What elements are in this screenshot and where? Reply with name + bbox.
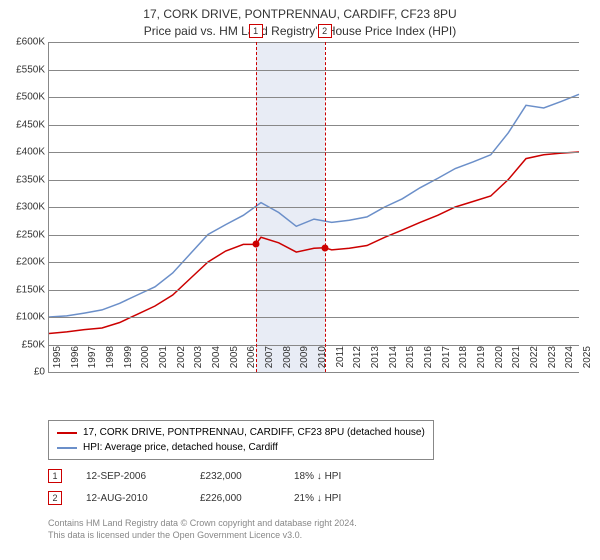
x-axis-label: 2009 — [299, 346, 310, 374]
gridline — [49, 97, 579, 98]
series-hpi — [49, 94, 579, 317]
chart-container: 17, CORK DRIVE, PONTPRENNAU, CARDIFF, CF… — [0, 0, 600, 560]
sale-marker-1: 1 — [48, 469, 62, 483]
sale-date-2: 12-AUG-2010 — [86, 493, 176, 504]
marker-dot — [321, 244, 328, 251]
gridline — [49, 262, 579, 263]
x-axis-label: 2018 — [458, 346, 469, 374]
y-axis-label: £0 — [1, 367, 45, 378]
x-axis-label: 2020 — [494, 346, 505, 374]
title-block: 17, CORK DRIVE, PONTPRENNAU, CARDIFF, CF… — [0, 0, 600, 40]
x-axis-label: 2015 — [405, 346, 416, 374]
sale-row-2: 2 12-AUG-2010 £226,000 21% ↓ HPI — [48, 487, 374, 509]
gridline — [49, 42, 579, 43]
gridline — [49, 207, 579, 208]
sale-hpi-2: 21% ↓ HPI — [294, 493, 374, 504]
gridline — [49, 152, 579, 153]
legend-item-property: 17, CORK DRIVE, PONTPRENNAU, CARDIFF, CF… — [57, 425, 425, 440]
gridline — [49, 317, 579, 318]
marker-dot — [252, 241, 259, 248]
y-axis-label: £50K — [1, 339, 45, 350]
x-axis-label: 2012 — [352, 346, 363, 374]
gridline — [49, 70, 579, 71]
x-axis-label: 2008 — [282, 346, 293, 374]
sales-table: 1 12-SEP-2006 £232,000 18% ↓ HPI 2 12-AU… — [48, 465, 374, 509]
title-subtitle: Price paid vs. HM Land Registry's House … — [0, 23, 600, 40]
y-axis-label: £500K — [1, 92, 45, 103]
x-axis-label: 2017 — [441, 346, 452, 374]
sale-price-2: £226,000 — [200, 493, 270, 504]
y-axis-label: £600K — [1, 37, 45, 48]
x-axis-label: 2003 — [193, 346, 204, 374]
gridline — [49, 290, 579, 291]
gridline — [49, 180, 579, 181]
x-axis-label: 2010 — [317, 346, 328, 374]
marker-line — [256, 42, 257, 372]
legend-swatch-hpi — [57, 447, 77, 449]
y-axis-label: £450K — [1, 119, 45, 130]
x-axis-label: 2025 — [582, 346, 593, 374]
legend: 17, CORK DRIVE, PONTPRENNAU, CARDIFF, CF… — [48, 420, 434, 460]
footnote-line2: This data is licensed under the Open Gov… — [48, 530, 357, 542]
sale-price-1: £232,000 — [200, 471, 270, 482]
legend-item-hpi: HPI: Average price, detached house, Card… — [57, 440, 425, 455]
x-axis-label: 2019 — [476, 346, 487, 374]
legend-label-hpi: HPI: Average price, detached house, Card… — [83, 440, 278, 455]
sale-row-1: 1 12-SEP-2006 £232,000 18% ↓ HPI — [48, 465, 374, 487]
x-axis-label: 2002 — [176, 346, 187, 374]
marker-box: 2 — [318, 24, 332, 38]
sale-hpi-1: 18% ↓ HPI — [294, 471, 374, 482]
gridline — [49, 235, 579, 236]
x-axis-label: 2007 — [264, 346, 275, 374]
x-axis-label: 2001 — [158, 346, 169, 374]
y-axis-label: £250K — [1, 229, 45, 240]
x-axis-label: 2021 — [511, 346, 522, 374]
y-axis-label: £100K — [1, 312, 45, 323]
y-axis-label: £150K — [1, 284, 45, 295]
x-axis-label: 2014 — [388, 346, 399, 374]
y-axis-label: £350K — [1, 174, 45, 185]
x-axis-label: 2023 — [547, 346, 558, 374]
x-axis-label: 2016 — [423, 346, 434, 374]
gridline — [49, 125, 579, 126]
x-axis-label: 1996 — [70, 346, 81, 374]
sale-date-1: 12-SEP-2006 — [86, 471, 176, 482]
chart-plot-area: £0£50K£100K£150K£200K£250K£300K£350K£400… — [48, 42, 579, 373]
x-axis-label: 2000 — [140, 346, 151, 374]
x-axis-label: 2011 — [335, 346, 346, 374]
legend-swatch-property — [57, 432, 77, 434]
footnote-line1: Contains HM Land Registry data © Crown c… — [48, 518, 357, 530]
legend-label-property: 17, CORK DRIVE, PONTPRENNAU, CARDIFF, CF… — [83, 425, 425, 440]
footnote: Contains HM Land Registry data © Crown c… — [48, 518, 357, 541]
x-axis-label: 2013 — [370, 346, 381, 374]
x-axis-label: 2004 — [211, 346, 222, 374]
x-axis-label: 2022 — [529, 346, 540, 374]
sale-marker-2: 2 — [48, 491, 62, 505]
marker-line — [325, 42, 326, 372]
x-axis-label: 1997 — [87, 346, 98, 374]
y-axis-label: £550K — [1, 64, 45, 75]
x-axis-label: 1995 — [52, 346, 63, 374]
x-axis-label: 2024 — [564, 346, 575, 374]
y-axis-label: £300K — [1, 202, 45, 213]
title-address: 17, CORK DRIVE, PONTPRENNAU, CARDIFF, CF… — [0, 6, 600, 23]
y-axis-label: £400K — [1, 147, 45, 158]
y-axis-label: £200K — [1, 257, 45, 268]
marker-box: 1 — [249, 24, 263, 38]
x-axis-label: 1998 — [105, 346, 116, 374]
x-axis-label: 1999 — [123, 346, 134, 374]
x-axis-label: 2005 — [229, 346, 240, 374]
